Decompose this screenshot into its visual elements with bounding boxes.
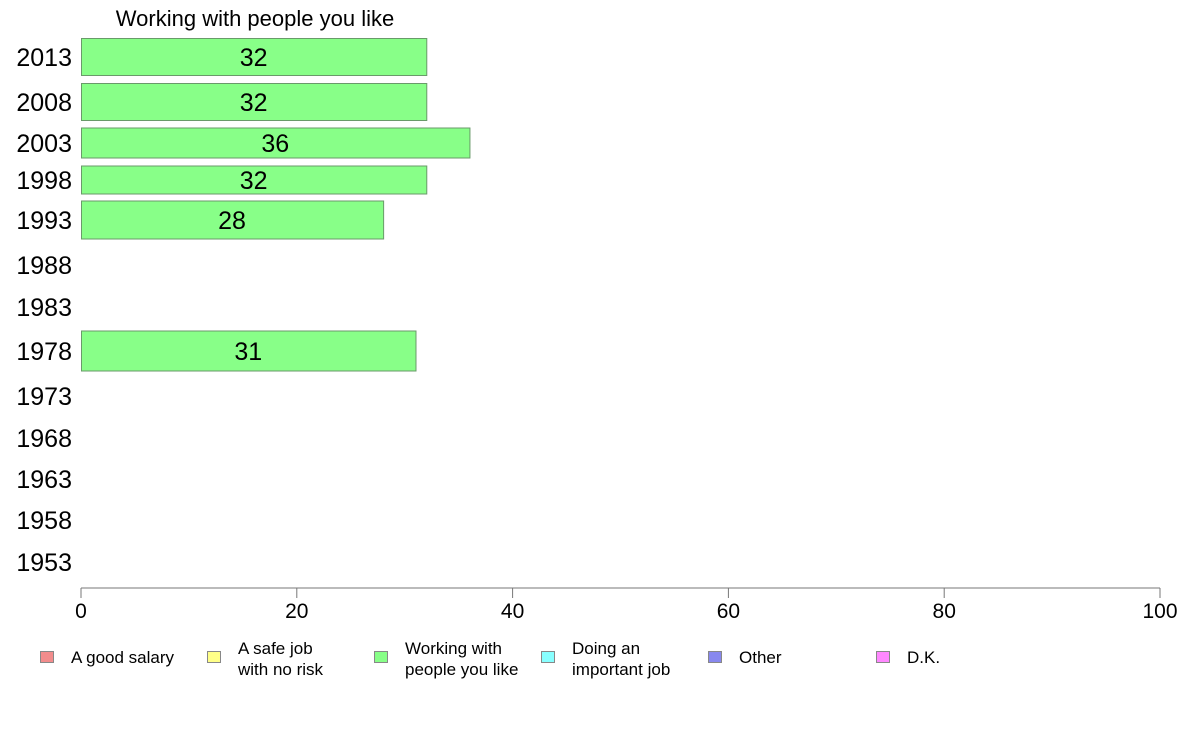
x-tick-label-0: 0: [75, 600, 87, 623]
chart-title: Working with people you like: [116, 6, 394, 31]
bar-value-label-1998: 32: [240, 167, 268, 195]
bar-value-label-2008: 32: [240, 89, 268, 117]
legend-item-0: A good salary: [40, 638, 174, 668]
bar-2008: [81, 83, 428, 121]
bar-1998: [81, 165, 428, 195]
legend-item-3: Doing an important job: [541, 638, 670, 680]
legend-item-4: Other: [708, 638, 782, 668]
legend-label: A good salary: [71, 648, 175, 667]
legend-label: Working with people you like: [405, 639, 519, 679]
bar-1978: [81, 330, 417, 372]
legend-label: D.K.: [907, 648, 941, 667]
x-tick-label-40: 40: [501, 600, 524, 623]
year-label-1953: 1953: [16, 549, 72, 577]
legend-label: A safe job with no risk: [238, 639, 324, 679]
legend-label: Other: [739, 648, 782, 667]
legend-label: Doing an important job: [572, 639, 671, 679]
bar-2013: [81, 38, 428, 76]
year-label-1983: 1983: [16, 294, 72, 322]
legend-swatch: [876, 651, 890, 663]
legend-item-5: D.K.: [876, 638, 940, 668]
x-tick-label-60: 60: [717, 600, 740, 623]
year-label-1993: 1993: [16, 207, 72, 235]
bar-2003: [81, 127, 471, 159]
bars: [81, 38, 471, 372]
legend-item-1: A safe job with no risk: [207, 638, 323, 680]
year-label-1968: 1968: [16, 425, 72, 453]
x-ticks: 0 20 40 60 80 100: [75, 588, 1178, 623]
legend-swatch: [708, 651, 722, 663]
x-tick-label-80: 80: [933, 600, 956, 623]
year-label-1998: 1998: [16, 167, 72, 195]
legend-item-2: Working with people you like: [374, 638, 518, 680]
year-label-2008: 2008: [16, 89, 72, 117]
bar-1993: [81, 200, 385, 240]
legend-swatch: [374, 651, 388, 663]
year-labels: 2013 2008 2003 1998 1993 1988 1983 1978 1973 1968…: [16, 44, 72, 577]
bar-value-label-2013: 32: [240, 44, 268, 72]
year-label-1958: 1958: [16, 507, 72, 535]
bar-value-label-2003: 36: [261, 130, 289, 158]
x-tick-label-20: 20: [285, 600, 308, 623]
bar-labels: 32 32 36 32 28 31: [218, 44, 289, 366]
legend-swatch: [40, 651, 54, 663]
year-label-1988: 1988: [16, 252, 72, 280]
legend-swatch: [541, 651, 555, 663]
legend-swatch: [207, 651, 221, 663]
year-label-2003: 2003: [16, 130, 72, 158]
year-label-1973: 1973: [16, 383, 72, 411]
x-tick-label-100: 100: [1142, 600, 1177, 623]
year-label-1978: 1978: [16, 338, 72, 366]
year-label-2013: 2013: [16, 44, 72, 72]
bar-value-label-1978: 31: [234, 338, 262, 366]
year-label-1963: 1963: [16, 466, 72, 494]
bar-value-label-1993: 28: [218, 207, 246, 235]
